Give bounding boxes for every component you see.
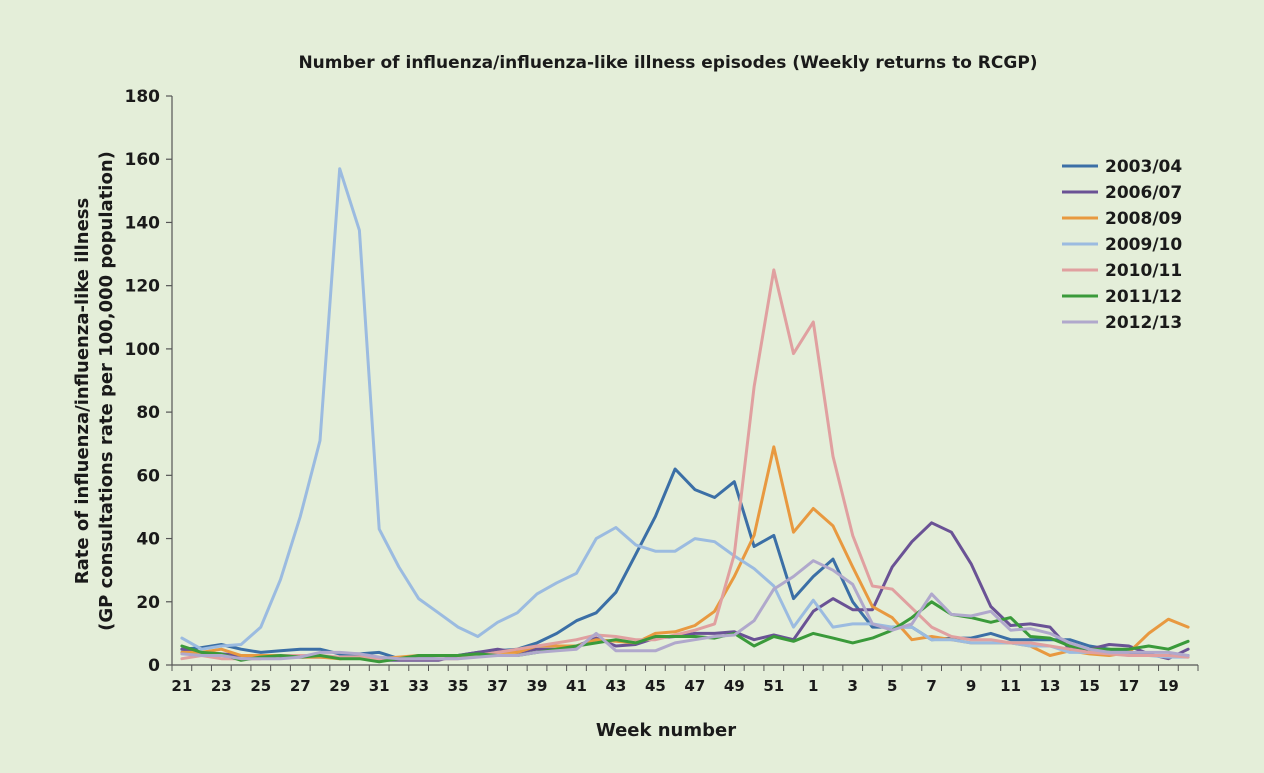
- legend-label: 2006/07: [1105, 183, 1182, 203]
- legend-item: 2012/13: [1062, 313, 1182, 333]
- y-tick-label: 180: [125, 87, 161, 107]
- x-tick-label: 51: [763, 677, 784, 695]
- x-tick-label: 27: [290, 677, 311, 695]
- x-tick-label: 23: [211, 677, 232, 695]
- x-tick-label: 15: [1079, 677, 1100, 695]
- x-tick-label: 3: [847, 677, 857, 695]
- x-tick-label: 19: [1158, 677, 1179, 695]
- x-tick-label: 49: [724, 677, 745, 695]
- x-tick-label: 33: [408, 677, 429, 695]
- x-tick-label: 9: [966, 677, 976, 695]
- x-tick-label: 45: [645, 677, 666, 695]
- x-tick-label: 29: [329, 677, 350, 695]
- legend-label: 2011/12: [1105, 287, 1182, 307]
- x-tick-label: 25: [250, 677, 271, 695]
- series-line-2012-13: [180, 559, 1190, 661]
- y-tick-label: 20: [136, 593, 160, 613]
- series-lines: [180, 167, 1190, 664]
- legend-item: 2010/11: [1062, 261, 1182, 281]
- series-line-2009-10: [180, 167, 1190, 659]
- legend-item: 2008/09: [1062, 209, 1182, 229]
- y-axis-label: Rate of influenza/influenza-like illness…: [72, 151, 117, 631]
- x-axis-label: Week number: [596, 720, 736, 741]
- y-tick-label: 100: [125, 340, 161, 360]
- y-tick-label: 60: [136, 466, 160, 486]
- y-tick-label: 120: [125, 277, 161, 297]
- legend-label: 2008/09: [1105, 209, 1182, 229]
- x-tick-label: 35: [448, 677, 469, 695]
- y-tick-label: 160: [125, 150, 161, 170]
- x-tick-label: 41: [566, 677, 587, 695]
- legend-label: 2009/10: [1105, 235, 1182, 255]
- x-tick-label: 11: [1000, 677, 1021, 695]
- x-tick-label: 5: [887, 677, 897, 695]
- y-axis-label-line2: (GP consultations rate per 100,000 popul…: [96, 151, 117, 631]
- y-tick-label: 0: [148, 656, 160, 676]
- x-ticks: 21 23 25 27 29 31 33 35 37 39 41 43 45 47 49 51 1 3 5 7 9 11 1…: [171, 665, 1199, 695]
- legend-item: 2009/10: [1062, 235, 1182, 255]
- x-tick-label: 43: [606, 677, 627, 695]
- legend-item: 2006/07: [1062, 183, 1182, 203]
- y-ticks: 0 20 40 60 80 100 120 140 160 180: [125, 87, 172, 676]
- series-line-2010-11: [180, 268, 1190, 661]
- x-tick-label: 21: [171, 677, 192, 695]
- y-tick-label: 140: [125, 213, 161, 233]
- axes: [171, 96, 1198, 666]
- series-line-2011-12: [180, 600, 1190, 664]
- legend-label: 2003/04: [1105, 157, 1182, 177]
- x-tick-label: 7: [926, 677, 936, 695]
- x-tick-label: 31: [369, 677, 390, 695]
- x-tick-label: 13: [1040, 677, 1061, 695]
- x-tick-label: 37: [487, 677, 508, 695]
- chart-title: Number of influenza/influenza-like illne…: [298, 53, 1037, 73]
- x-tick-label: 39: [527, 677, 548, 695]
- legend-label: 2012/13: [1105, 313, 1182, 333]
- legend: 2003/04 2006/07 2008/09 2009/10 2010/11 2011/…: [1062, 157, 1182, 333]
- legend-item: 2011/12: [1062, 287, 1182, 307]
- y-tick-label: 40: [136, 530, 160, 550]
- x-tick-label: 1: [808, 677, 818, 695]
- legend-item: 2003/04: [1062, 157, 1182, 177]
- legend-label: 2010/11: [1105, 261, 1182, 281]
- x-tick-label: 47: [684, 677, 705, 695]
- x-tick-label: 17: [1119, 677, 1140, 695]
- y-tick-label: 80: [136, 403, 160, 423]
- y-axis-label-line1: Rate of influenza/influenza-like illness: [72, 198, 93, 584]
